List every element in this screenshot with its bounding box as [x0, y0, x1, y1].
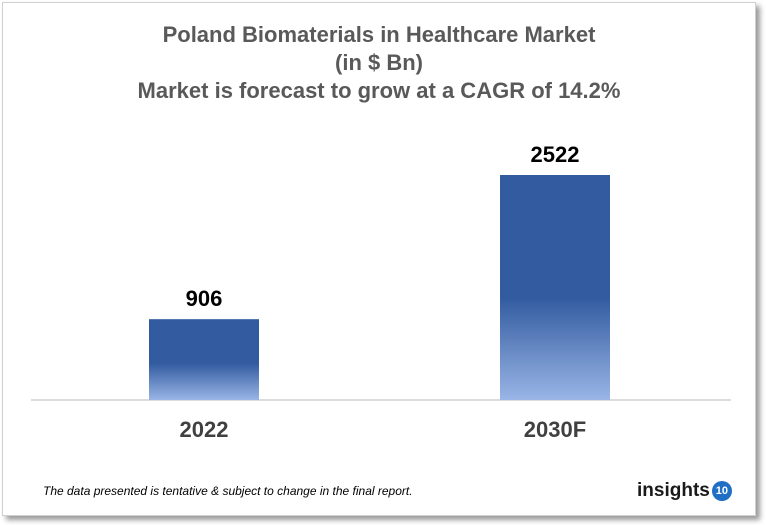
- x-tick-label: 2030F: [524, 417, 586, 442]
- logo-badge: 10: [711, 481, 732, 501]
- data-label: 906: [186, 286, 223, 311]
- chart-card: Poland Biomaterials in Healthcare Market…: [2, 2, 756, 516]
- insights10-logo: insights 10: [637, 480, 732, 502]
- bar-chart: 906 2022 2522 2030F: [31, 142, 731, 442]
- chart-title: Poland Biomaterials in Healthcare Market…: [3, 21, 755, 105]
- title-line-1: Poland Biomaterials in Healthcare Market: [162, 22, 596, 47]
- title-line-3: Market is forecast to grow at a CAGR of …: [137, 78, 621, 103]
- bar-2030F: [500, 175, 610, 400]
- disclaimer-note: The data presented is tentative & subjec…: [43, 484, 413, 498]
- logo-text: insights: [637, 480, 710, 501]
- title-line-2: (in $ Bn): [335, 50, 423, 75]
- x-tick-label: 2022: [180, 417, 229, 442]
- bar-2022: [149, 319, 259, 400]
- data-label: 2522: [531, 142, 580, 167]
